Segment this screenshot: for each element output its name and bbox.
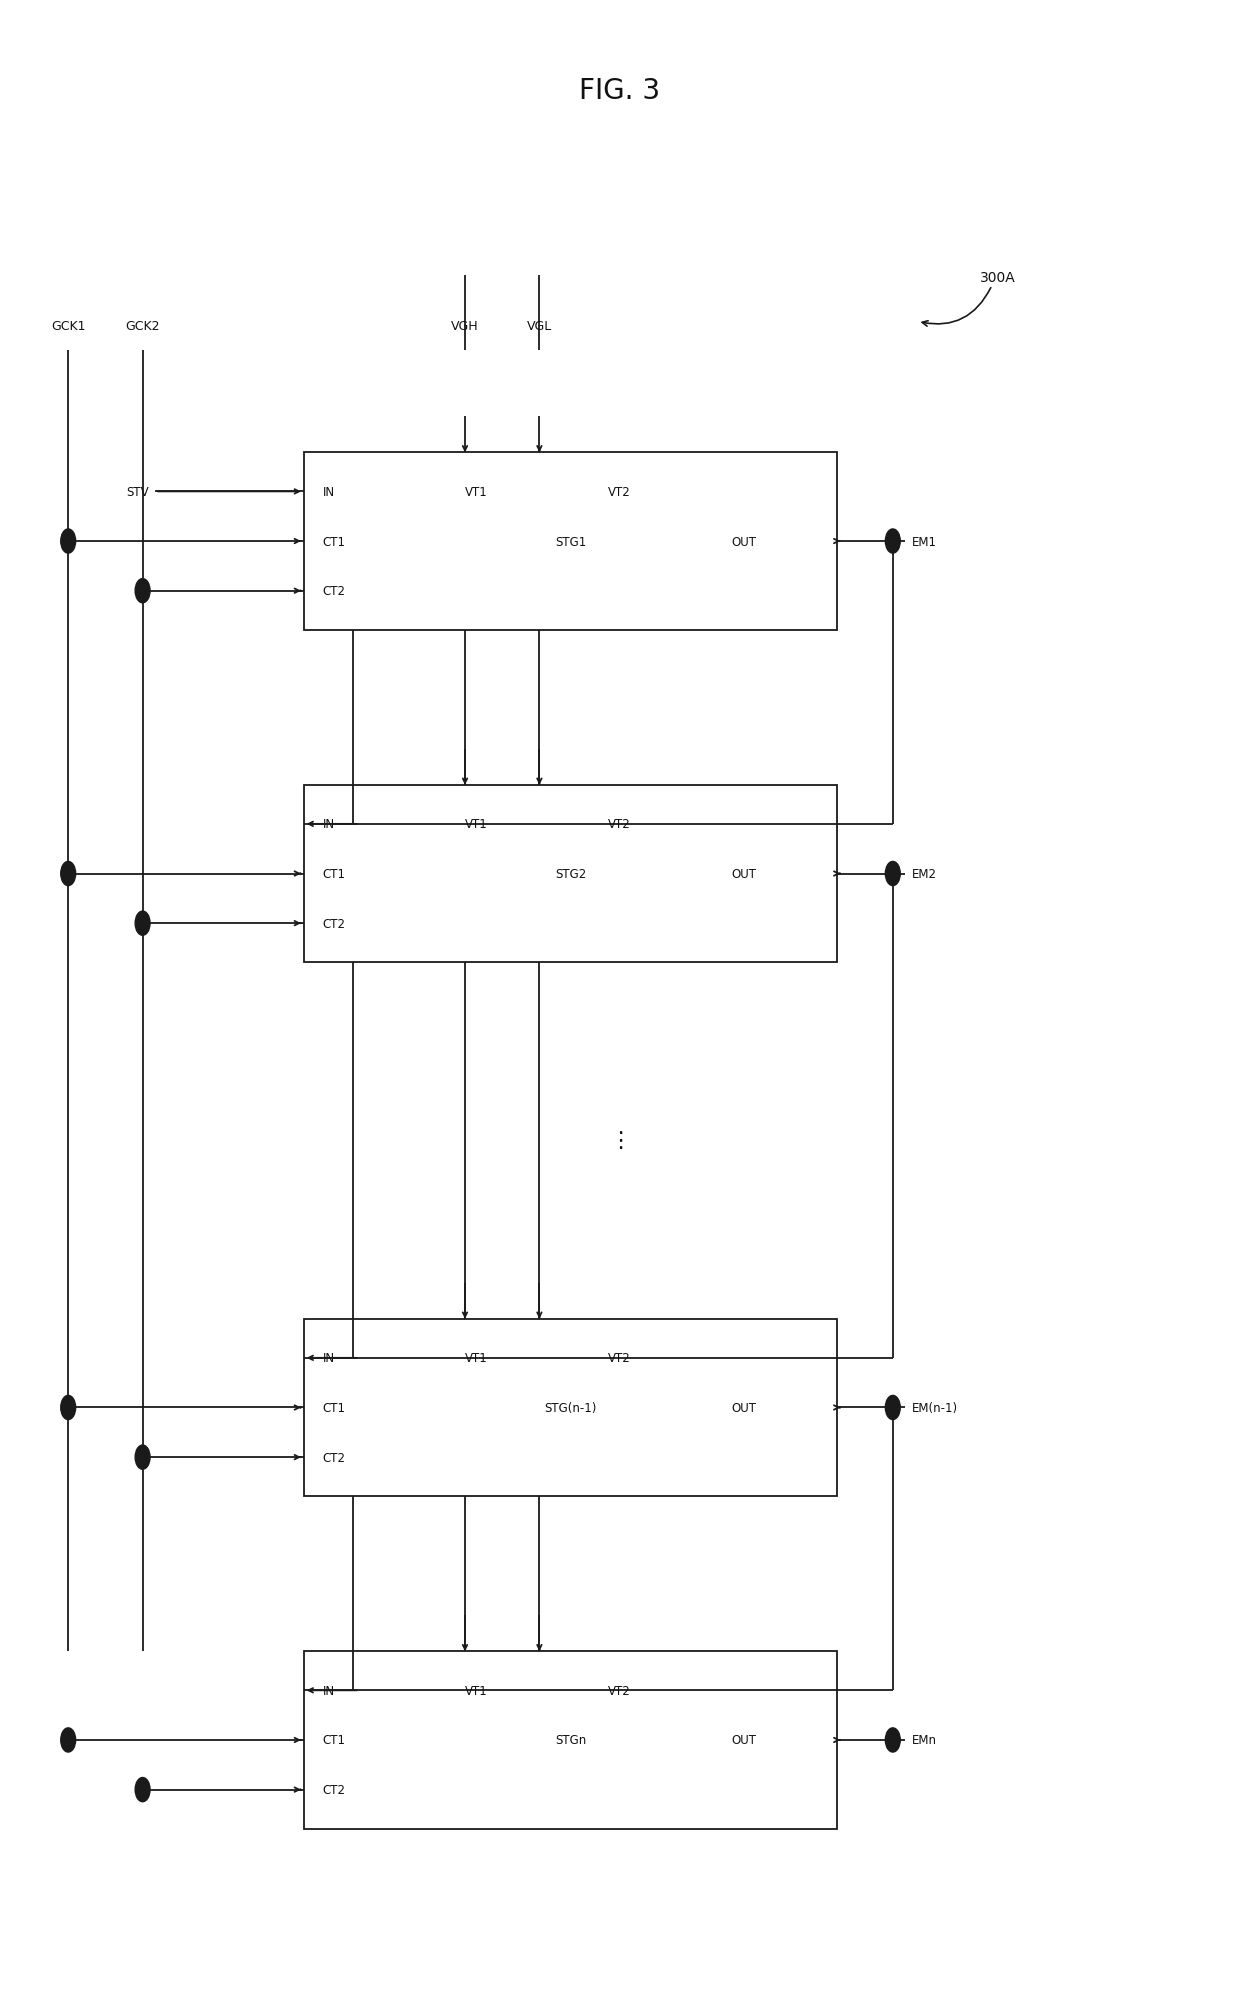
Text: ⋮: ⋮ (609, 1132, 631, 1150)
Circle shape (135, 1778, 150, 1803)
Circle shape (885, 1728, 900, 1752)
Text: VT1: VT1 (465, 1351, 487, 1365)
Text: STGn: STGn (554, 1734, 587, 1746)
Text: VT2: VT2 (608, 485, 630, 499)
Text: VT2: VT2 (608, 1684, 630, 1698)
Text: CT2: CT2 (322, 584, 346, 598)
Bar (304, 1651, 837, 1829)
Circle shape (61, 862, 76, 886)
Circle shape (885, 530, 900, 554)
Text: OUT: OUT (732, 1734, 756, 1746)
Text: STG1: STG1 (554, 536, 587, 548)
Text: IN: IN (322, 1351, 335, 1365)
Text: STV: STV (126, 485, 149, 499)
Text: CT1: CT1 (322, 868, 346, 880)
Text: VT2: VT2 (608, 1351, 630, 1365)
Text: EMn: EMn (911, 1734, 936, 1746)
Text: EM(n-1): EM(n-1) (911, 1402, 957, 1414)
Text: STG2: STG2 (554, 868, 587, 880)
Text: CT1: CT1 (322, 1402, 346, 1414)
Bar (304, 453, 837, 630)
Text: GCK2: GCK2 (125, 320, 160, 332)
Text: CT1: CT1 (322, 536, 346, 548)
Text: VGH: VGH (451, 320, 479, 332)
Text: VT1: VT1 (465, 485, 487, 499)
Circle shape (135, 1446, 150, 1470)
Bar (304, 785, 837, 963)
Text: CT2: CT2 (322, 1782, 346, 1796)
Text: IN: IN (322, 1684, 335, 1698)
Circle shape (885, 1396, 900, 1420)
Text: OUT: OUT (732, 1402, 756, 1414)
Text: STG(n-1): STG(n-1) (544, 1402, 596, 1414)
Text: VT2: VT2 (608, 818, 630, 832)
Circle shape (885, 862, 900, 886)
Text: CT1: CT1 (322, 1734, 346, 1746)
Text: 300A: 300A (980, 272, 1016, 284)
Text: GCK1: GCK1 (51, 320, 86, 332)
Text: IN: IN (322, 818, 335, 832)
Text: CT2: CT2 (322, 1450, 346, 1464)
Circle shape (61, 1396, 76, 1420)
Bar (304, 1319, 837, 1496)
Circle shape (135, 912, 150, 937)
Text: CT2: CT2 (322, 916, 346, 930)
Text: VT1: VT1 (465, 1684, 487, 1698)
Text: VT1: VT1 (465, 818, 487, 832)
Text: VGL: VGL (527, 320, 552, 332)
Circle shape (61, 530, 76, 554)
Text: OUT: OUT (732, 868, 756, 880)
Circle shape (135, 580, 150, 604)
Text: FIG. 3: FIG. 3 (579, 77, 661, 105)
Text: OUT: OUT (732, 536, 756, 548)
Text: EM2: EM2 (911, 868, 936, 880)
Circle shape (61, 1728, 76, 1752)
Text: IN: IN (322, 485, 335, 499)
Text: EM1: EM1 (911, 536, 936, 548)
